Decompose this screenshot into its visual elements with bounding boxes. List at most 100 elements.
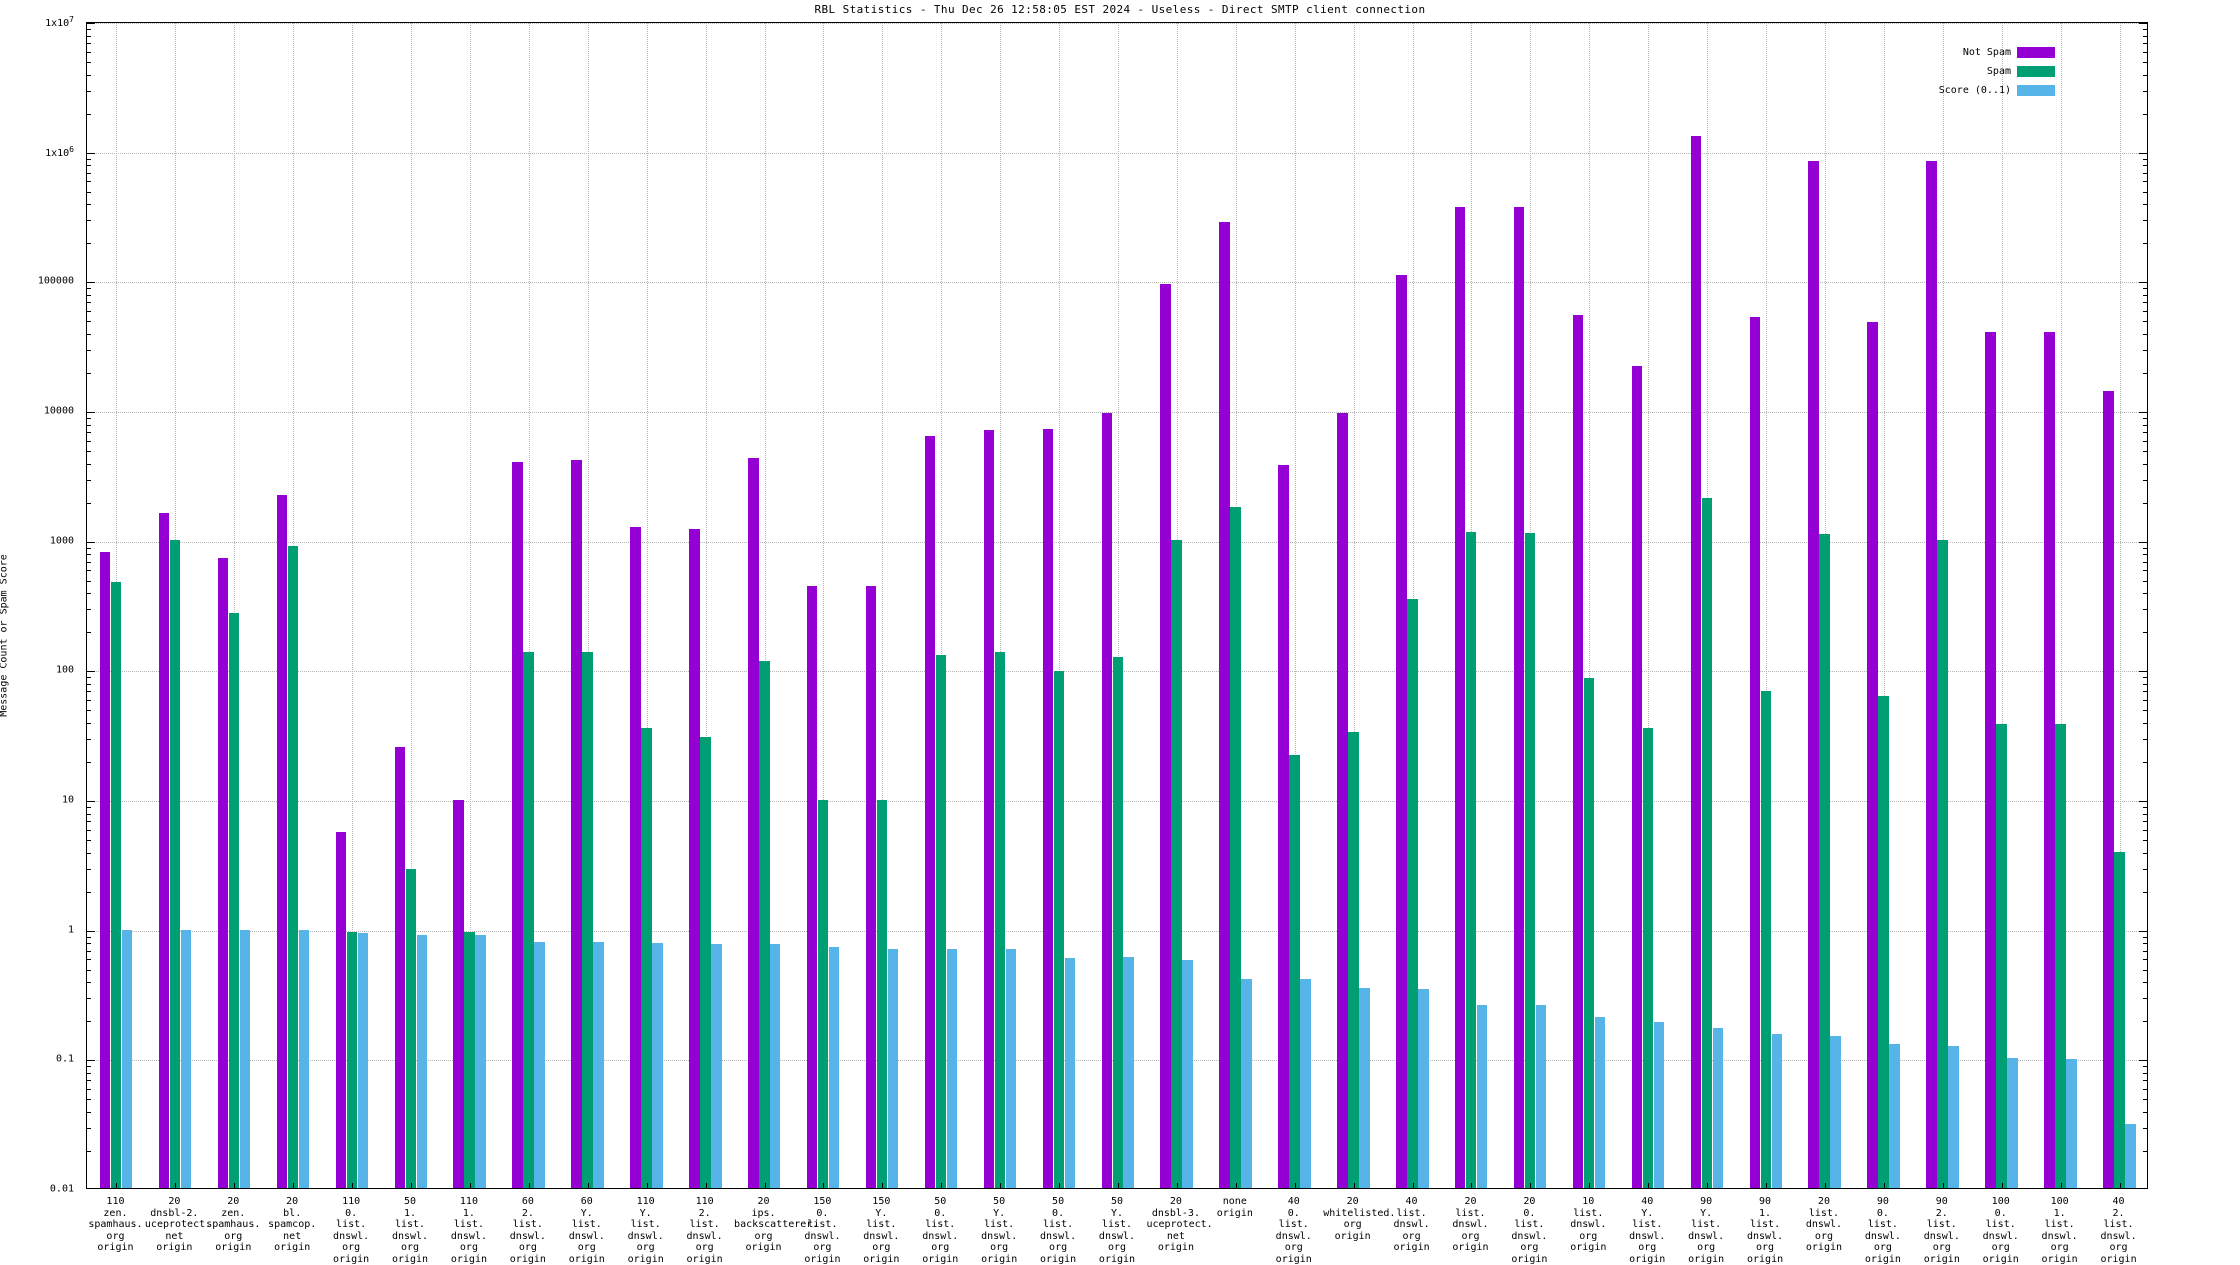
y-axis-tick-major [2139,542,2148,543]
y-axis-tick-minor [2143,52,2148,53]
x-axis-category-line: dnswl. [1795,1219,1854,1231]
bar-spam [1643,728,1653,1188]
y-axis-tick-minor [2143,562,2148,563]
y-axis-tick-minor [86,29,91,30]
legend-item[interactable]: Score (0..1) [1939,85,2055,96]
bar-spam [877,800,887,1188]
x-axis-category-line: origin [2089,1254,2148,1265]
bar-score [1300,979,1310,1188]
x-axis-category-line: Y. [852,1208,911,1220]
bar-not-spam [1691,136,1701,1188]
y-axis-tick-minor [2143,1099,2148,1100]
x-axis-category-line: org [439,1242,498,1254]
x-axis-category-line: dnswl. [616,1231,675,1243]
x-axis-category-line: list. [1029,1219,1088,1231]
y-axis-tick-minor [2143,302,2148,303]
x-axis-category-line: org [1323,1219,1382,1231]
y-axis-tick-minor [86,75,91,76]
x-axis-category-count: 50 [1088,1196,1147,1208]
y-axis-tick-minor [2143,243,2148,244]
y-axis-tick-minor [2143,581,2148,582]
x-axis-category-count: 50 [381,1196,440,1208]
y-axis-tick-minor [2143,1151,2148,1152]
bar-score [1713,1028,1723,1188]
y-axis-tick-major [86,23,95,24]
x-axis-category-line: origin [322,1254,381,1265]
y-axis-tick-minor [2143,220,2148,221]
x-axis-category-count: 110 [675,1196,734,1208]
y-axis-tick-minor [86,959,91,960]
bar-not-spam [395,747,405,1188]
y-axis-tick-minor [86,192,91,193]
y-axis-tick-minor [2143,350,2148,351]
x-axis-category-line: bl. [263,1208,322,1220]
y-axis-tick-major [2139,931,2148,932]
x-axis-category-count: 20 [1500,1196,1559,1208]
x-axis-category-line: 0. [1971,1208,2030,1220]
x-axis-tick [765,1183,766,1189]
x-axis-category-line: org [793,1242,852,1254]
bar-score [240,930,250,1188]
bar-score [711,944,721,1188]
x-axis-tick [411,1183,412,1189]
y-axis-tick-minor [86,684,91,685]
x-axis-category-count: 40 [2089,1196,2148,1208]
x-axis-tick [1177,1183,1178,1189]
x-axis-category-line: origin [557,1254,616,1265]
y-axis-tick-minor [2143,554,2148,555]
bar-spam [523,652,533,1188]
x-axis-category-line: org [86,1231,145,1243]
x-axis-category-line: org [911,1242,970,1254]
bar-not-spam [1632,366,1642,1188]
bar-spam [406,869,416,1188]
bar-score [1536,1005,1546,1188]
y-axis-tick-major [86,282,95,283]
legend-item-label: Not Spam [1963,47,2011,58]
bar-spam [1584,678,1594,1188]
x-axis-category-line: backscatterer. [734,1219,793,1231]
gridline-horizontal [87,542,2147,543]
y-axis-tick-minor [86,1128,91,1129]
x-axis-category-line: origin [1912,1254,1971,1265]
legend-item[interactable]: Not Spam [1963,47,2055,58]
legend-item[interactable]: Spam [1987,66,2055,77]
x-axis-category-count: 50 [1029,1196,1088,1208]
x-axis-category-line: list. [2089,1219,2148,1231]
bar-spam [170,540,180,1188]
x-axis-category-line: origin [1205,1208,1264,1220]
x-axis-category-line: Y. [1088,1208,1147,1220]
bar-spam [1525,533,1535,1188]
x-axis-category-line: origin [263,1242,322,1254]
x-axis-category-line: list. [852,1219,911,1231]
x-axis-category-line: list. [1677,1219,1736,1231]
bar-not-spam [1337,413,1347,1188]
y-axis-tick-label: 100000 [0,276,74,287]
x-axis-category-line: dnswl. [675,1231,734,1243]
x-axis-category-line: list. [381,1219,440,1231]
x-axis-category-line: origin [1441,1242,1500,1254]
y-axis-tick-minor [2143,814,2148,815]
x-axis-category-line: uceprotect. [145,1219,204,1231]
y-axis-tick-minor [2143,821,2148,822]
x-axis-category-count: 50 [970,1196,1029,1208]
bar-spam [818,800,828,1188]
y-axis-tick-minor [86,350,91,351]
x-axis-category-count: 60 [498,1196,557,1208]
bar-not-spam [1160,284,1170,1188]
bar-spam [1996,724,2006,1188]
bar-score [475,935,485,1188]
x-axis-tick [1589,1183,1590,1189]
y-axis-tick-minor [86,295,91,296]
x-axis-tick [1530,1183,1531,1189]
y-axis-tick-minor [86,451,91,452]
y-axis-tick-major [2139,801,2148,802]
x-axis-category-line: origin [1559,1242,1618,1254]
y-axis-tick-minor [86,418,91,419]
